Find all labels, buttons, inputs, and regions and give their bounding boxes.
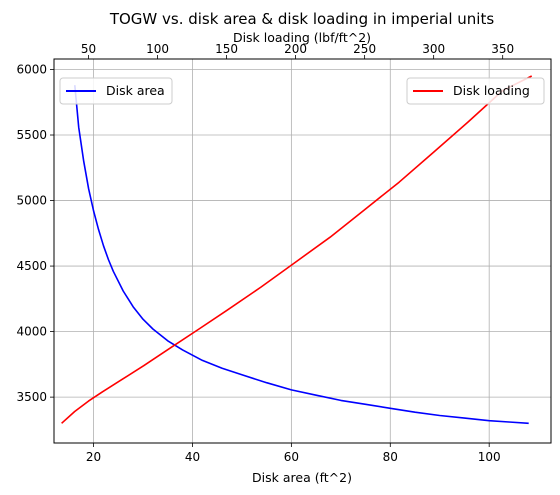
series-line-disk-loading [61,75,533,424]
x-tick-label: 60 [284,450,299,464]
y-tick-label: 6000 [16,62,47,76]
x2-tick-label: 100 [146,42,169,56]
y-tick-label: 5000 [16,194,47,208]
x2-axis-label: Disk loading (lbf/ft^2) [233,30,371,45]
legend-box [406,77,545,105]
series-line-disk-area [74,85,529,425]
legend-label: Disk area [106,83,165,98]
x2-tick-label: 200 [284,42,307,56]
x-tick-label: 40 [185,450,200,464]
x2-tick-label: 150 [215,42,238,56]
x-tick-label: 100 [478,450,501,464]
x-tick-label: 20 [86,450,101,464]
x2-tick-label: 250 [353,42,376,56]
legend-box [59,77,173,105]
y-tick-label: 3500 [16,390,47,404]
plot-series [61,75,533,425]
y-tick-label: 4500 [16,259,47,273]
legend-label: Disk loading [453,83,530,98]
grid-lines [54,59,551,443]
x2-tick-label: 350 [491,42,514,56]
x2-tick-label: 50 [81,42,96,56]
y-tick-label: 4000 [16,325,47,339]
plot-frame [53,58,552,444]
chart-title: TOGW vs. disk area & disk loading in imp… [109,10,495,28]
axis-ticks: 20 40 60 80 100 50 100 150 200 250 300 350 3500 4000 4… [16,42,514,464]
x2-tick-label: 300 [422,42,445,56]
legend-disk-area: Disk area [59,77,173,105]
x-tick-label: 80 [383,450,398,464]
legend-disk-loading: Disk loading [406,77,545,105]
x-axis-label: Disk area (ft^2) [252,470,352,485]
y-tick-label: 5500 [16,128,47,142]
